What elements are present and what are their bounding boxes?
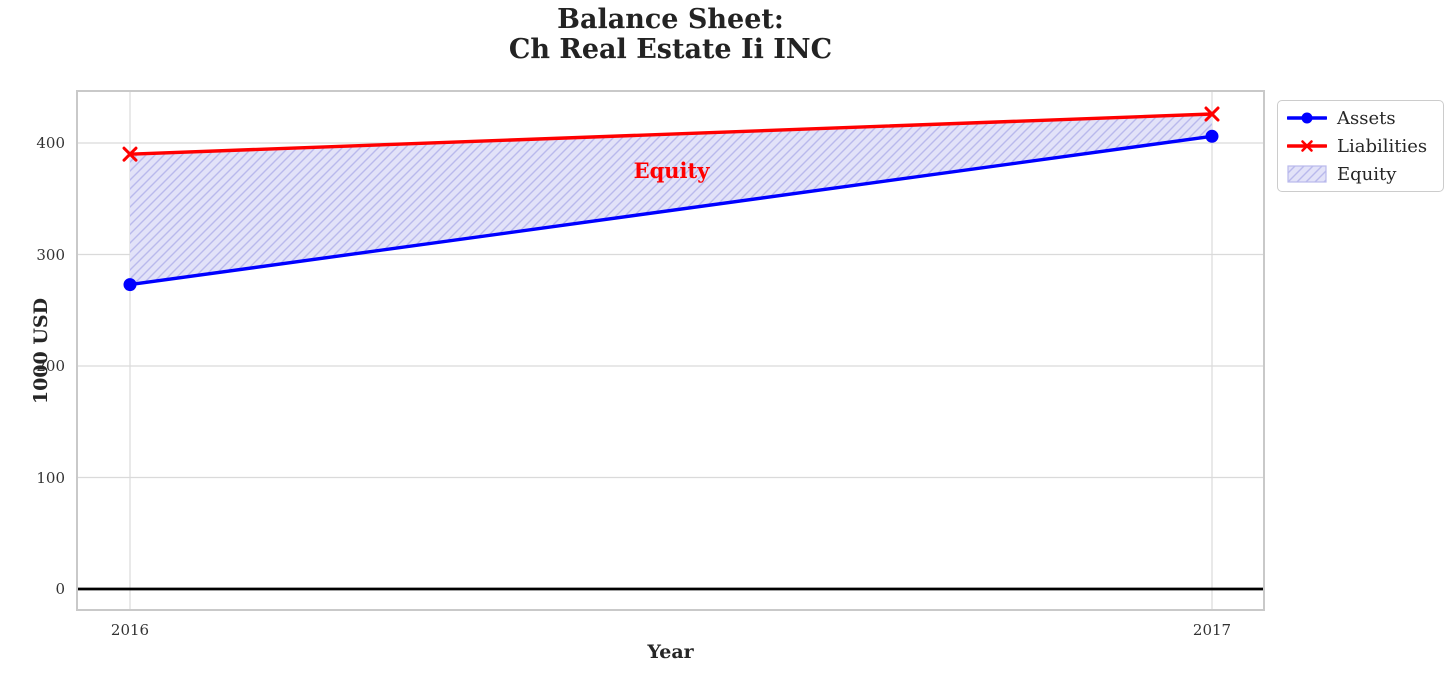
chart-title-line1: Balance Sheet:	[557, 4, 784, 35]
equity-annotation: Equity	[634, 158, 711, 183]
chart-canvas: Equity	[76, 90, 1265, 611]
x-axis-label: Year	[647, 641, 694, 663]
x-tick-label-2017: 2017	[1192, 621, 1232, 639]
liabilities-line	[128, 112, 1214, 156]
assets-marker-2017	[1205, 129, 1219, 143]
legend-item-liabilities: Liabilities	[1287, 132, 1434, 160]
legend-label-assets: Assets	[1337, 107, 1396, 129]
assets-marker-2016	[123, 278, 137, 292]
liabilities-marker-2017	[1204, 106, 1220, 122]
y-tick-label-0: 0	[55, 580, 65, 598]
equity-patch-swatch-icon	[1287, 165, 1327, 183]
legend-label-equity: Equity	[1337, 163, 1397, 185]
x-tick-label-2016: 2016	[110, 621, 150, 639]
y-axis-label: 1000 USD	[30, 297, 52, 405]
equity-area-hatch	[130, 114, 1212, 285]
legend-item-equity: Equity	[1287, 160, 1434, 188]
y-tick-label-100: 100	[36, 468, 65, 487]
legend: Assets Liabilities Equity	[1277, 100, 1444, 192]
liabilities-line-swatch-icon	[1287, 140, 1327, 152]
assets-line-swatch-icon	[1287, 112, 1327, 124]
y-tick-label-200: 200	[36, 357, 65, 375]
y-tick-label-400: 400	[36, 134, 65, 152]
y-tick-label-300: 300	[36, 245, 65, 264]
assets-line	[128, 134, 1214, 287]
legend-label-liabilities: Liabilities	[1337, 135, 1428, 157]
legend-item-assets: Assets	[1287, 104, 1434, 132]
liabilities-marker-2016	[122, 146, 138, 162]
plot-area: Equity	[76, 90, 1265, 611]
plot-spines	[76, 90, 1265, 611]
chart-title: Balance Sheet: Ch Real Estate Ii INC	[76, 5, 1265, 65]
chart-title-line2: Ch Real Estate Ii INC	[508, 34, 833, 65]
